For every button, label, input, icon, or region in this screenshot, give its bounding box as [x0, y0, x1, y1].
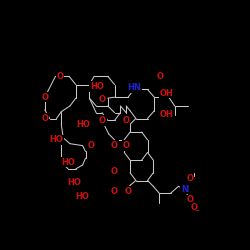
Text: HO: HO	[90, 82, 104, 91]
Text: O: O	[41, 114, 48, 123]
Text: O: O	[88, 141, 95, 150]
Text: HO: HO	[67, 178, 81, 187]
Text: O: O	[156, 72, 164, 81]
Text: O: O	[111, 167, 118, 176]
Text: O: O	[56, 72, 64, 81]
Text: OH: OH	[160, 89, 174, 98]
Text: HN: HN	[127, 83, 141, 92]
Text: O: O	[111, 187, 118, 196]
Text: O: O	[111, 141, 118, 150]
Text: +: +	[185, 184, 189, 189]
Text: HO: HO	[76, 120, 90, 129]
Text: HO: HO	[76, 192, 90, 202]
Text: O: O	[123, 116, 130, 125]
Text: O: O	[99, 94, 106, 104]
Text: O: O	[186, 174, 194, 183]
Text: O: O	[186, 196, 194, 204]
Text: HO: HO	[50, 135, 64, 144]
Text: N: N	[181, 185, 188, 194]
Text: O: O	[123, 141, 130, 150]
Text: O: O	[41, 93, 48, 102]
Text: O: O	[124, 187, 132, 196]
Text: O: O	[190, 203, 198, 212]
Text: HO: HO	[61, 158, 75, 166]
Text: OH: OH	[160, 110, 174, 119]
Text: −: −	[194, 208, 200, 212]
Text: O: O	[99, 116, 106, 125]
Text: N: N	[181, 185, 188, 194]
